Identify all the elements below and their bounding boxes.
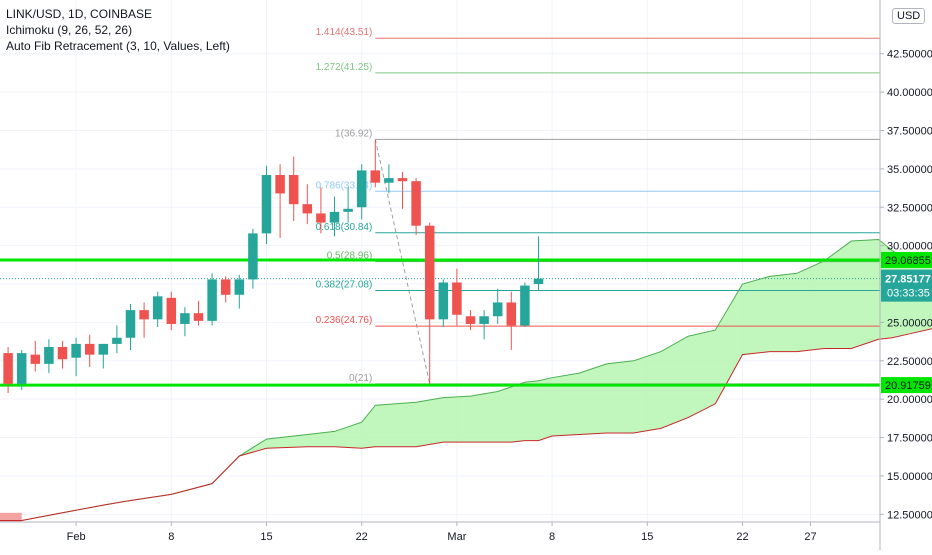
time-tick-label: 22 (356, 531, 368, 543)
candle-body (479, 316, 489, 324)
candle-body (329, 211, 340, 223)
time-tick-label: 27 (804, 531, 816, 543)
candle-body (193, 313, 204, 321)
time-tick-label: Mar (447, 531, 466, 543)
candle-body (424, 225, 435, 320)
currency-button[interactable]: USD (892, 8, 926, 24)
candle-body (288, 175, 299, 205)
symbol-title: LINK/USD, 1D, COINBASE (6, 7, 153, 21)
candle-body (57, 346, 68, 360)
time-tick-label: 8 (168, 531, 174, 543)
candle-body (125, 310, 136, 338)
candle-body (112, 337, 122, 344)
candle-body (275, 175, 285, 194)
fib-level-label: 1(36.92) (335, 128, 372, 139)
candle-body (152, 296, 163, 320)
candle-body (533, 278, 544, 285)
candle-body (30, 354, 41, 364)
candle-body (520, 285, 530, 326)
candle-body (438, 282, 449, 320)
ichimoku-legend: Ichimoku (9, 26, 52, 26) (6, 23, 133, 37)
price-tick-label: 35.00000 (887, 164, 932, 176)
price-tick-label: 32.50000 (887, 202, 932, 214)
candle-body (180, 313, 190, 324)
candle-body (506, 302, 517, 326)
candle-body (356, 170, 367, 208)
candle-body (302, 204, 313, 214)
time-tick-label: 22 (736, 531, 748, 543)
candle-body (234, 279, 245, 295)
candle-body (411, 181, 421, 226)
candle-body (248, 233, 258, 280)
candle-body (316, 213, 326, 223)
price-tick-label: 22.50000 (887, 356, 932, 368)
price-tick-label: 42.50000 (887, 49, 932, 61)
hline-price-label: 29.06855 (885, 255, 931, 267)
last-price-label: 27.85177 (885, 274, 931, 286)
countdown-label: 03:33:35 (887, 288, 930, 300)
candle-body (71, 343, 81, 358)
last-price-tag (881, 269, 932, 302)
fib-level-label: 0.786(33.54) (316, 180, 373, 191)
candle-body (492, 302, 503, 317)
lead-span-b-line (0, 328, 932, 521)
candle-body (370, 170, 381, 183)
candle-body (207, 279, 217, 321)
candle-body (166, 297, 177, 324)
fib-level-label: 1.272(41.25) (316, 62, 373, 73)
fib-level-label: 0.5(28.96) (327, 251, 373, 262)
fib-level-label: 0.618(30.84) (316, 222, 373, 233)
price-tick-label: 17.50000 (887, 433, 932, 445)
price-tick-label: 12.50000 (887, 509, 932, 521)
candle-body (139, 310, 149, 320)
price-tick-label: 37.50000 (887, 126, 932, 138)
price-tick-label: 20.00000 (887, 394, 932, 406)
price-tick-label: 30.00000 (887, 241, 932, 253)
time-tick-label: 15 (641, 531, 653, 543)
time-tick-label: 15 (260, 531, 272, 543)
candle-body (44, 346, 54, 364)
ichimoku-cloud (0, 238, 932, 522)
candle-body (261, 175, 272, 234)
candle-body (397, 178, 408, 182)
price-axis: 12.50000 15.00000 17.50000 20.00000 22.50000… (879, 0, 932, 550)
candle-body (98, 343, 109, 355)
candles (3, 139, 544, 394)
fib-level-label: 0(21) (349, 373, 372, 384)
candle-body (343, 208, 353, 212)
candle-body (452, 282, 462, 315)
candle-body (84, 343, 95, 355)
horizontal-lines (0, 258, 880, 387)
chart-legend: LINK/USD, 1D, COINBASE Ichimoku (9, 26, … (6, 6, 230, 54)
cloud-fill-bearish (0, 512, 22, 522)
fib-level-label: 0.236(24.76) (316, 315, 373, 326)
time-tick-label: Feb (67, 531, 86, 543)
fib-legend: Auto Fib Retracement (3, 10, Values, Lef… (6, 39, 230, 53)
time-tick-label: 8 (549, 531, 555, 543)
cloud-fill (0, 239, 932, 521)
fib-level-label: 1.414(43.51) (316, 27, 373, 38)
hline-price-tag (881, 251, 932, 268)
candle-body (3, 353, 13, 384)
candle-body (220, 279, 231, 295)
fib-level-label: 0.382(27.08) (316, 279, 373, 290)
price-tick-label: 40.00000 (887, 87, 932, 99)
hline-price-tag (881, 377, 932, 394)
candle-body (465, 316, 476, 324)
price-tick-label: 25.00000 (887, 317, 932, 329)
fib-retracement: 1.414(43.51) 1.272(41.25) 1(36.92) 0.786(33… (316, 27, 880, 385)
candle-body (384, 178, 394, 183)
price-tick-label: 15.00000 (887, 471, 932, 483)
candle-body (16, 353, 27, 384)
hline-price-label: 20.91759 (885, 380, 931, 392)
time-axis: 25Feb81522Mar8152227 (0, 521, 880, 543)
